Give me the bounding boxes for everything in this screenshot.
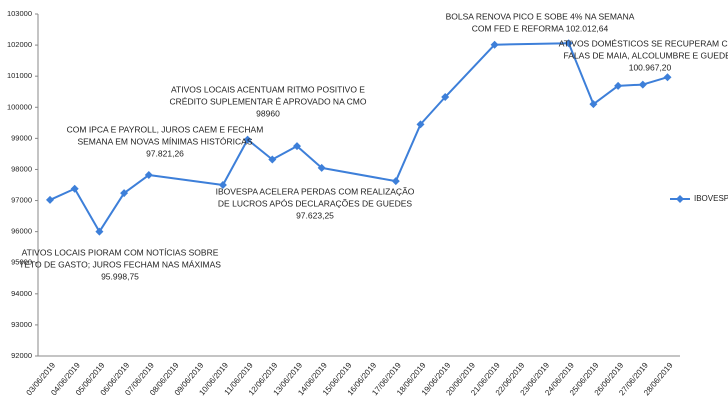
y-tick-label: 99000: [11, 133, 32, 142]
annotation: 100.967,20: [629, 62, 672, 72]
line-segment: [642, 76, 668, 86]
y-tick-label: 92000: [11, 351, 32, 360]
marker: [120, 189, 129, 198]
annotation: ATIVOS LOCAIS ACENTUAM RITMO POSITIVO E: [171, 84, 365, 94]
line-segment: [148, 174, 224, 186]
annotation: COM IPCA E PAYROLL, JUROS CAEM E FECHAM: [67, 124, 264, 134]
line-segment: [494, 42, 569, 46]
marker: [144, 171, 153, 180]
y-tick-label: 103000: [7, 9, 32, 18]
line-segment: [73, 188, 101, 233]
annotation: 98960: [256, 108, 280, 118]
line-segment: [222, 139, 249, 186]
annotation: SEMANA EM NOVAS MÍNIMAS HISTÓRICAS: [77, 136, 252, 146]
y-tick-label: 95000: [11, 258, 32, 267]
annotation: TETO DE GASTO; JUROS FECHAM NAS MÁXIMAS: [19, 259, 221, 269]
marker: [46, 195, 54, 204]
marker: [243, 135, 252, 144]
y-tick-label: 100000: [7, 102, 32, 111]
marker: [218, 181, 227, 189]
line-segment: [394, 123, 422, 182]
line-segment: [419, 96, 446, 126]
annotation: IBOVESPA ACELERA PERDAS COM REALIZAÇÃO: [216, 186, 415, 196]
y-tick-label: 102000: [7, 40, 32, 49]
line-segment: [444, 44, 496, 98]
marker: [638, 80, 647, 89]
marker: [268, 155, 277, 164]
annotation: FALAS DE MAIA, ALCOLUMBRE E GUEDES: [564, 50, 728, 60]
legend-label: IBOVESPA: [694, 194, 728, 203]
annotation: DE LUCROS APÓS DECLARAÇÕES DE GUEDES: [218, 198, 412, 208]
annotation: ATIVOS LOCAIS PIORAM COM NOTÍCIAS SOBRE: [22, 247, 219, 257]
line-segment: [123, 174, 150, 194]
y-tick-label: 93000: [11, 320, 32, 329]
marker: [95, 227, 104, 236]
annotation: CRÉDITO SUPLEMENTAR É APROVADO NA CMO: [170, 96, 367, 106]
y-tick-label: 96000: [11, 227, 32, 236]
line-segment: [246, 138, 273, 161]
marker: [317, 163, 326, 172]
y-tick-label: 97000: [11, 196, 32, 205]
line-segment: [49, 187, 76, 201]
line-segment: [296, 145, 323, 169]
legend-marker: [676, 195, 684, 203]
annotation: 95.998,75: [101, 271, 139, 281]
annotation: COM FED E REFORMA 102.012,64: [472, 23, 609, 33]
annotation: ATIVOS DOMÉSTICOS SE RECUPERAM COM: [559, 38, 728, 48]
line-segment: [592, 85, 619, 105]
annotation: 97.623,25: [296, 210, 334, 220]
y-tick-label: 101000: [7, 71, 32, 80]
marker: [614, 81, 623, 90]
marker: [589, 100, 598, 109]
annotation: BOLSA RENOVA PICO E SOBE 4% NA SEMANA: [446, 11, 635, 21]
marker: [70, 184, 79, 193]
line-segment: [321, 166, 396, 183]
y-tick-label: 94000: [11, 289, 32, 298]
marker: [663, 73, 672, 82]
y-tick-label: 98000: [11, 164, 32, 173]
marker: [441, 93, 450, 102]
marker: [416, 120, 425, 129]
line-segment: [618, 83, 643, 87]
marker: [564, 39, 573, 48]
marker: [490, 40, 499, 49]
marker: [391, 177, 400, 186]
line-segment: [271, 145, 298, 161]
line-segment: [98, 192, 125, 233]
marker: [293, 142, 301, 151]
annotation: 97.821,26: [146, 148, 184, 158]
line-segment: [567, 42, 595, 105]
